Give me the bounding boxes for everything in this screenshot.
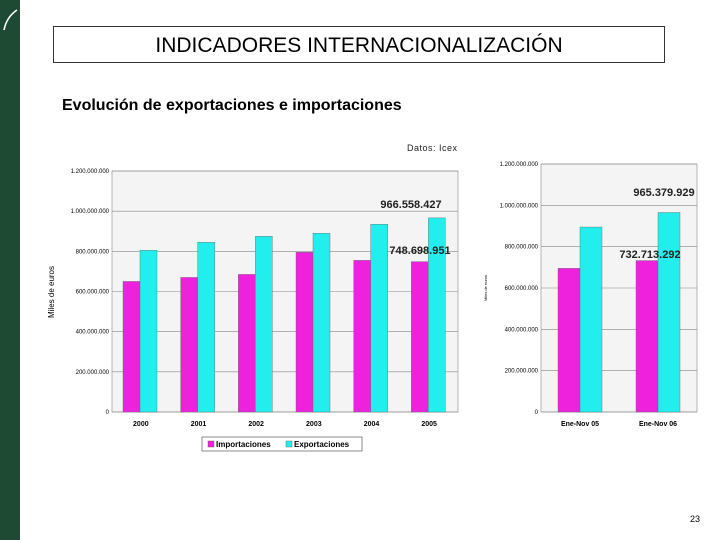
export-bar-2005 xyxy=(428,217,446,413)
page-number: 23 xyxy=(690,514,701,524)
x-category-label: 2005 xyxy=(421,421,437,428)
y-tick-label: 1.200.000.000 xyxy=(71,169,110,175)
export-bar-2002 xyxy=(255,236,273,413)
y-tick-label: 600.000.000 xyxy=(505,286,539,292)
y-tick-label: 800.000.000 xyxy=(76,249,110,255)
y-tick-label: 0 xyxy=(535,410,539,416)
x-category-label: 2002 xyxy=(248,421,264,428)
x-category-label: 2004 xyxy=(364,421,380,428)
export-bar-2001 xyxy=(197,242,215,413)
y-tick-label: 400.000.000 xyxy=(76,330,110,336)
page-title: INDICADORES INTERNACIONALIZACIÓN xyxy=(53,26,665,63)
y-tick-label: 200.000.000 xyxy=(505,369,539,375)
x-category-label: 2003 xyxy=(306,421,322,428)
data-label: 732.713.292 xyxy=(619,249,680,261)
import-bar-ene-nov-05 xyxy=(557,268,581,413)
y-tick-label: 1.000.000.000 xyxy=(500,203,539,209)
import-bar-ene-nov-06 xyxy=(635,260,659,413)
y-tick-label: 600.000.000 xyxy=(76,290,110,296)
y-tick-label: 800.000.000 xyxy=(505,245,539,251)
data-label: 748.698.951 xyxy=(389,245,450,257)
leaf-logo-icon xyxy=(3,9,18,31)
data-label: 965.379.929 xyxy=(633,187,694,199)
y-tick-label: 200.000.000 xyxy=(76,370,110,376)
x-category-label: 2000 xyxy=(133,421,149,428)
x-category-label: 2001 xyxy=(191,421,207,428)
y-tick-label: 400.000.000 xyxy=(505,327,539,333)
y-tick-label: 0 xyxy=(106,410,110,416)
legend-swatch xyxy=(207,440,215,448)
legend-box xyxy=(201,436,363,452)
chart-subtitle: Evolución de exportaciones e importacion… xyxy=(62,97,402,114)
y-tick-label: 1.200.000.000 xyxy=(500,162,539,168)
x-category-label: Ene-Nov 05 xyxy=(561,421,599,428)
legend-entry: Importaciones xyxy=(216,440,271,449)
export-bar-ene-nov-05 xyxy=(579,226,603,413)
legend-swatch xyxy=(285,440,293,448)
y-axis-label: Miles de euros xyxy=(483,275,488,301)
export-bar-2003 xyxy=(312,233,331,413)
data-source: Datos: Icex xyxy=(407,143,458,153)
export-bar-2000 xyxy=(139,250,158,413)
legend-entry: Exportaciones xyxy=(294,440,350,449)
data-label: 966.558.427 xyxy=(380,199,441,211)
export-bar-ene-nov-06 xyxy=(657,212,681,413)
x-category-label: Ene-Nov 06 xyxy=(639,421,677,428)
y-tick-label: 1.000.000.000 xyxy=(71,209,110,215)
export-bar-2004 xyxy=(370,224,388,413)
y-axis-label: Miles de euros xyxy=(47,266,56,318)
sidebar-band xyxy=(0,0,20,540)
